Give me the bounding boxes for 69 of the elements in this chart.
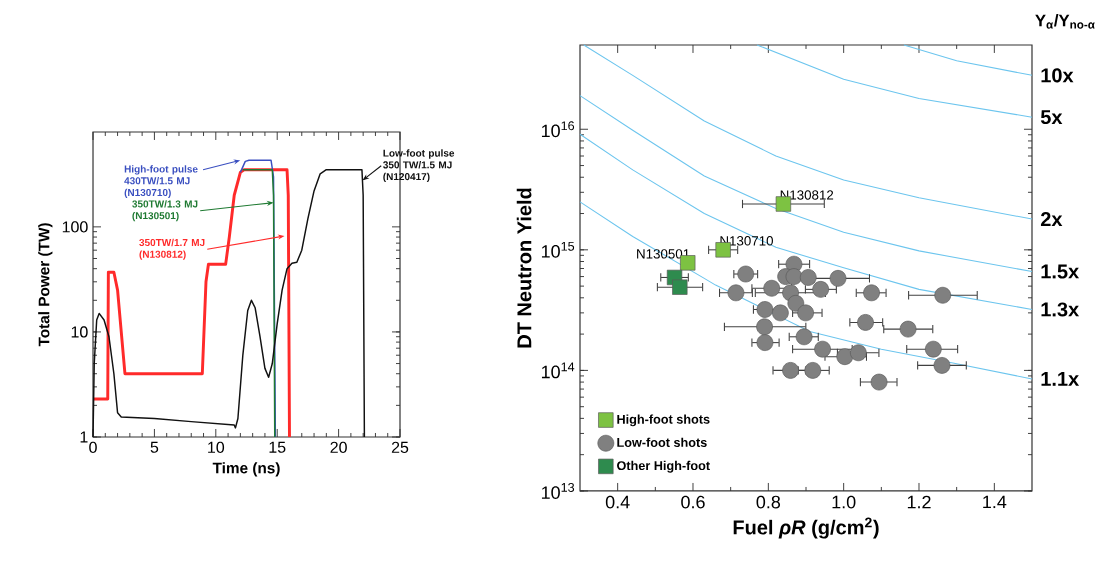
point — [797, 304, 814, 322]
point — [785, 268, 803, 285]
point — [933, 357, 951, 374]
point — [804, 362, 822, 379]
point — [737, 265, 755, 283]
y-tick-label: 10 — [71, 326, 88, 338]
x-tick-label: 1.0 — [832, 495, 856, 509]
y-tick-label: 10$^{16}$ — [541, 121, 575, 138]
x-tick-label: 0.4 — [605, 495, 630, 509]
x-tick-label: 10 — [208, 441, 225, 454]
legend-label: High-foot shots — [617, 414, 710, 427]
point — [814, 340, 831, 358]
series-label: 5x — [1040, 110, 1063, 125]
y-tick-label: 10$^{13}$ — [541, 482, 575, 499]
point — [870, 373, 888, 391]
point — [756, 301, 774, 318]
line-series — [583, 44, 1033, 220]
series-label: 2x — [1040, 212, 1063, 227]
legend-label: Other High-foot — [617, 460, 710, 473]
point — [857, 314, 874, 331]
x-tick-label: 1.4 — [983, 495, 1007, 509]
annotation: High-foot pulse 430TW/1.5 MJ (N130710) — [124, 165, 198, 199]
legend-label: Low-foot shots — [617, 437, 707, 447]
point — [756, 318, 773, 336]
x-tick-label: 0 — [89, 441, 97, 454]
series-label: 10x — [1041, 68, 1074, 83]
x-tick-label: 1.2 — [907, 495, 931, 509]
point — [756, 334, 774, 351]
line-series — [579, 201, 1033, 380]
y-tick-label: 100 — [62, 221, 88, 233]
point — [763, 279, 781, 297]
line-series — [579, 95, 1033, 273]
point — [727, 284, 745, 302]
point — [812, 281, 830, 298]
point — [672, 279, 688, 295]
x-axis-title: Time (ns) — [212, 462, 280, 477]
annotation: N130812 — [780, 190, 834, 200]
x-tick-label: 25 — [391, 441, 409, 454]
point — [829, 270, 847, 287]
y-axis-title: DT Neutron Yield — [516, 188, 532, 348]
text: Y$_{α}$/Y$_{no-α}$ — [1035, 14, 1095, 29]
x-tick-label: 5 — [150, 441, 159, 453]
point — [772, 304, 789, 322]
point — [836, 348, 854, 365]
point — [924, 340, 942, 358]
point — [863, 284, 880, 302]
x-tick-label: 15 — [269, 441, 286, 453]
annotation: 350TW/1.7 MJ (N130812) — [139, 238, 205, 260]
x-tick-label: 0.6 — [681, 495, 705, 509]
point — [934, 286, 952, 304]
y-axis-title: Total Power (TW) — [38, 223, 53, 347]
point — [795, 328, 813, 346]
line-series — [579, 133, 1033, 311]
point — [899, 320, 917, 338]
annotation: 350TW/1.3 MJ (N130501) — [132, 200, 198, 222]
y-tick-label: 1 — [80, 431, 88, 443]
y-tick-label: 10$^{14}$ — [541, 362, 575, 379]
series-label: 1.3x — [1041, 302, 1080, 317]
annotation: Low-foot pulse 350 TW/1.5 MJ (N120417) — [383, 149, 455, 183]
series-label: 1.5x — [1041, 264, 1080, 279]
point — [782, 362, 799, 379]
series-label: 1.1x — [1041, 372, 1080, 386]
point — [799, 269, 817, 286]
y-tick-label: 10$^{15}$ — [541, 241, 575, 258]
x-axis-title: Fuel ρR (g/cm$^{2}$) — [733, 517, 879, 539]
line-series — [756, 44, 1033, 118]
point — [850, 344, 867, 362]
x-tick-label: 0.8 — [756, 495, 781, 509]
x-tick-label: 20 — [330, 441, 347, 454]
